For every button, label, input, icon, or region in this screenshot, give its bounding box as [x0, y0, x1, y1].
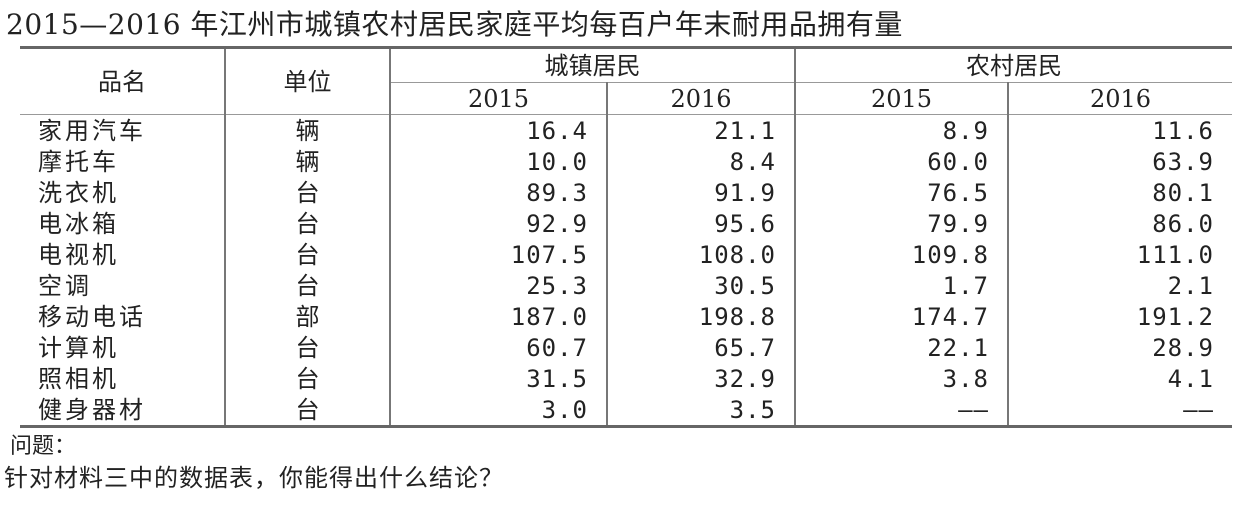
value-rural-2015: 109.8 [794, 239, 1009, 270]
item-name: 家用汽车 [20, 114, 226, 146]
value-rural-2015: —— [794, 394, 1009, 428]
item-name: 电视机 [20, 239, 226, 270]
value-rural-2016: 11.6 [1007, 114, 1232, 146]
value-urban-2016: 108.0 [606, 239, 796, 270]
item-unit: 台 [224, 270, 391, 301]
item-unit: 部 [224, 301, 391, 332]
item-name: 电冰箱 [20, 208, 226, 239]
value-urban-2016: 8.4 [606, 146, 796, 177]
item-name: 摩托车 [20, 146, 226, 177]
table-row: 电冰箱台 92.9 95.6 79.9 86.0 [20, 208, 1232, 239]
table-row: 洗衣机台 89.3 91.9 76.5 80.1 [20, 177, 1232, 208]
value-urban-2015: 16.4 [389, 114, 608, 146]
value-rural-2016: 2.1 [1007, 270, 1232, 301]
item-unit: 台 [224, 208, 391, 239]
value-rural-2016: —— [1007, 394, 1232, 428]
value-urban-2015: 25.3 [389, 270, 608, 301]
table-title: 2015—2016 年江州市城镇农村居民家庭平均每百户年末耐用品拥有量 [6, 8, 903, 41]
table-row: 电视机台 107.5 108.0 109.8 111.0 [20, 239, 1232, 270]
table-row: 空调台 25.3 30.5 1.7 2.1 [20, 270, 1232, 301]
table-row: 计算机台 60.7 65.7 22.1 28.9 [20, 332, 1232, 363]
header-year-row: 2015 2016 2015 2016 [20, 82, 1232, 115]
value-rural-2016: 191.2 [1007, 301, 1232, 332]
value-urban-2015: 107.5 [389, 239, 608, 270]
item-name: 移动电话 [20, 301, 226, 332]
value-urban-2016: 91.9 [606, 177, 796, 208]
item-unit: 台 [224, 177, 391, 208]
header-urban: 城镇居民 [389, 46, 796, 83]
value-urban-2015: 89.3 [389, 177, 608, 208]
value-urban-2015: 3.0 [389, 394, 608, 428]
value-urban-2015: 31.5 [389, 363, 608, 394]
value-urban-2015: 10.0 [389, 146, 608, 177]
question-label: 问题： [10, 434, 77, 459]
question-text: 针对材料三中的数据表，你能得出什么结论？ [4, 464, 504, 492]
item-unit: 辆 [224, 146, 391, 177]
table-row: 摩托车辆 10.0 8.4 60.0 63.9 [20, 146, 1232, 177]
value-urban-2016: 95.6 [606, 208, 796, 239]
value-rural-2015: 22.1 [794, 332, 1009, 363]
value-rural-2016: 4.1 [1007, 363, 1232, 394]
table-row: 照相机台 31.5 32.9 3.8 4.1 [20, 363, 1232, 394]
value-rural-2015: 79.9 [794, 208, 1009, 239]
header-urban-2016: 2016 [606, 82, 796, 115]
value-rural-2016: 80.1 [1007, 177, 1232, 208]
value-urban-2016: 3.5 [606, 394, 796, 428]
header-urban-2015: 2015 [390, 82, 608, 115]
table-row: 家用汽车辆 16.4 21.1 8.9 11.6 [20, 114, 1232, 146]
item-unit: 辆 [224, 114, 391, 146]
table-row: 健身器材台 3.0 3.5 —— —— [20, 394, 1232, 428]
item-name: 照相机 [20, 363, 226, 394]
value-urban-2015: 60.7 [389, 332, 608, 363]
item-name: 空调 [20, 270, 226, 301]
value-rural-2016: 111.0 [1007, 239, 1232, 270]
item-name: 计算机 [20, 332, 226, 363]
value-rural-2015: 8.9 [794, 114, 1009, 146]
value-urban-2015: 187.0 [389, 301, 608, 332]
value-urban-2016: 32.9 [606, 363, 796, 394]
value-rural-2016: 86.0 [1007, 208, 1232, 239]
header-rural: 农村居民 [794, 46, 1232, 83]
item-name: 洗衣机 [20, 177, 226, 208]
value-rural-2015: 60.0 [794, 146, 1009, 177]
value-urban-2016: 198.8 [606, 301, 796, 332]
value-urban-2016: 21.1 [606, 114, 796, 146]
value-rural-2015: 76.5 [794, 177, 1009, 208]
header-rural-2015: 2015 [794, 82, 1009, 115]
durable-goods-table: 品名 单位 城镇居民 农村居民 2015 2016 2015 2016 家用汽车… [20, 46, 1232, 428]
table-row: 移动电话部 187.0 198.8 174.7 191.2 [20, 301, 1232, 332]
value-urban-2015: 92.9 [389, 208, 608, 239]
header-rural-2016: 2016 [1007, 82, 1232, 115]
value-rural-2016: 63.9 [1007, 146, 1232, 177]
item-unit: 台 [224, 332, 391, 363]
item-unit: 台 [224, 239, 391, 270]
header-name: 品名 [20, 46, 226, 115]
item-unit: 台 [224, 363, 391, 394]
item-unit: 台 [224, 394, 391, 428]
value-rural-2015: 1.7 [794, 270, 1009, 301]
header-unit: 单位 [224, 46, 391, 115]
value-rural-2015: 3.8 [794, 363, 1009, 394]
value-urban-2016: 30.5 [606, 270, 796, 301]
value-rural-2015: 174.7 [794, 301, 1009, 332]
header-row: 品名 单位 城镇居民 农村居民 [20, 46, 1232, 115]
item-name: 健身器材 [20, 394, 226, 428]
value-rural-2016: 28.9 [1007, 332, 1232, 363]
value-urban-2016: 65.7 [606, 332, 796, 363]
